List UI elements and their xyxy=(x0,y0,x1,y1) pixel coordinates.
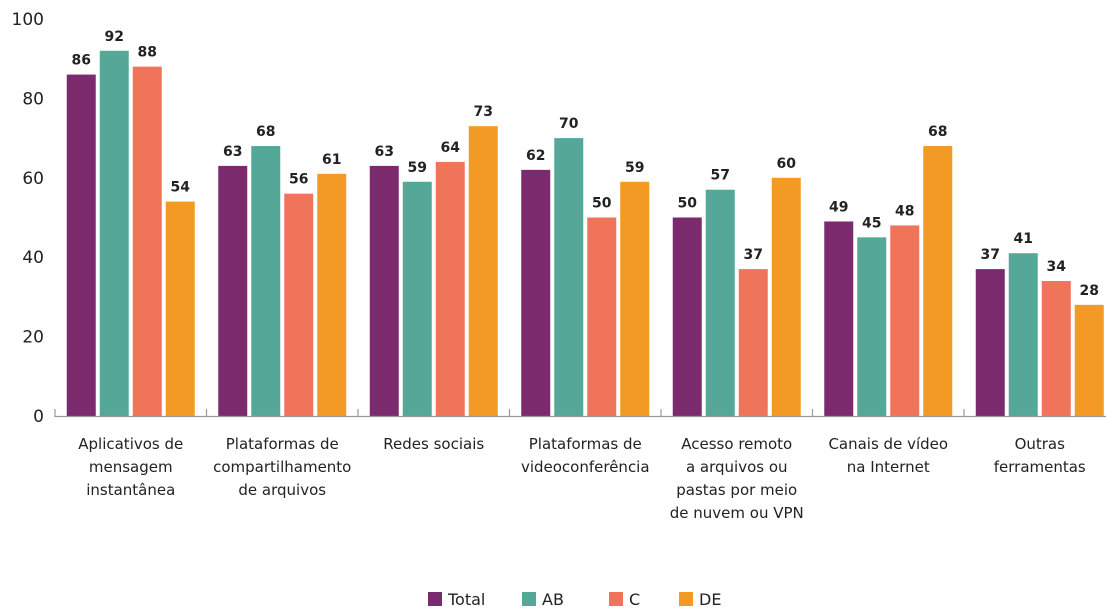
y-tick-label: 40 xyxy=(22,248,44,268)
x-category-label: de nuvem ou VPN xyxy=(670,504,804,522)
value-label: 63 xyxy=(375,144,394,160)
bar-de xyxy=(923,146,953,417)
y-tick-label: 60 xyxy=(22,169,44,189)
value-label: 92 xyxy=(105,29,124,45)
bar-ab xyxy=(705,189,735,416)
value-label: 54 xyxy=(171,180,191,196)
bar-ab xyxy=(1008,253,1038,416)
legend-swatch-total xyxy=(428,592,442,606)
value-label: 48 xyxy=(895,203,914,219)
value-label: 62 xyxy=(526,148,545,164)
value-label: 50 xyxy=(592,196,612,212)
value-label: 64 xyxy=(441,140,461,156)
bar-c xyxy=(587,217,617,416)
bar-total xyxy=(218,165,248,416)
x-category-label: videoconferência xyxy=(521,458,650,476)
bar-c xyxy=(435,161,465,416)
value-label: 57 xyxy=(711,168,730,184)
bar-ab xyxy=(857,237,887,416)
x-category-label: Plataformas de xyxy=(529,435,642,453)
value-label: 49 xyxy=(829,199,848,215)
bar-c xyxy=(132,66,162,416)
x-category-label: ferramentas xyxy=(994,458,1086,476)
bar-de xyxy=(1074,304,1104,416)
legend-label: Total xyxy=(447,590,485,609)
x-category-label: Canais de vídeo xyxy=(828,435,948,453)
bars-group: 86 92 88 54 63 68 56 61 63 59 64 73 62 70 50 59 50 57 37 60… xyxy=(66,29,1104,417)
value-label: 63 xyxy=(223,144,242,160)
bar-total xyxy=(521,169,551,416)
bar-total xyxy=(975,269,1005,416)
bar-de xyxy=(165,201,195,416)
x-category-label: Acesso remoto xyxy=(681,435,792,453)
x-axis: Aplicativos de mensagem instantânea Platafo… xyxy=(54,409,1106,522)
y-tick-label: 20 xyxy=(22,328,44,348)
bar-ab xyxy=(402,181,432,416)
bar-total xyxy=(672,217,702,416)
bar-de xyxy=(468,126,498,416)
value-label: 73 xyxy=(474,104,493,120)
bar-ab xyxy=(554,138,584,416)
value-label: 28 xyxy=(1080,283,1099,299)
value-label: 88 xyxy=(138,45,157,61)
value-label: 37 xyxy=(981,247,1000,263)
value-label: 61 xyxy=(322,152,341,168)
x-category-label: mensagem xyxy=(89,458,173,476)
bar-de xyxy=(771,177,801,416)
x-category-label: Aplicativos de xyxy=(78,435,183,453)
bar-total xyxy=(824,221,854,416)
value-label: 37 xyxy=(744,247,763,263)
x-category-label: instantânea xyxy=(86,481,175,499)
legend-swatch-ab xyxy=(522,592,536,606)
legend-label: C xyxy=(629,590,640,609)
bar-c xyxy=(890,225,920,416)
x-category-label: Plataformas de xyxy=(226,435,339,453)
bar-ab xyxy=(251,146,281,417)
value-label: 45 xyxy=(862,215,881,231)
legend-label: AB xyxy=(542,590,564,609)
bar-total xyxy=(369,165,399,416)
x-category-label: a arquivos ou xyxy=(686,458,788,476)
y-axis: 0 20 40 60 80 100 xyxy=(12,10,44,427)
value-label: 70 xyxy=(559,116,579,132)
value-label: 34 xyxy=(1047,259,1067,275)
x-category-label: Redes sociais xyxy=(383,435,484,453)
x-category-label: de arquivos xyxy=(238,481,326,499)
y-tick-label: 100 xyxy=(12,10,44,30)
value-label: 86 xyxy=(72,53,91,69)
value-label: 41 xyxy=(1014,231,1033,247)
bar-total xyxy=(66,74,96,416)
value-label: 50 xyxy=(678,196,698,212)
legend: Total AB C DE xyxy=(428,590,721,609)
x-category-label: pastas por meio xyxy=(676,481,797,499)
value-label: 60 xyxy=(777,156,797,172)
value-label: 56 xyxy=(289,172,308,188)
value-label: 59 xyxy=(408,160,427,176)
value-label: 68 xyxy=(256,124,275,140)
x-category-label: na Internet xyxy=(847,458,930,476)
legend-swatch-c xyxy=(609,592,623,606)
bar-de xyxy=(620,181,650,416)
bar-ab xyxy=(99,50,129,416)
value-label: 68 xyxy=(928,124,947,140)
x-category-label: compartilhamento xyxy=(213,458,351,476)
y-tick-label: 80 xyxy=(22,89,44,109)
legend-label: DE xyxy=(699,590,721,609)
x-category-label: Outras xyxy=(1015,435,1066,453)
bar-c xyxy=(284,193,314,416)
y-tick-label: 0 xyxy=(33,407,44,427)
bar-c xyxy=(1041,281,1071,416)
legend-swatch-de xyxy=(679,592,693,606)
bar-de xyxy=(317,173,347,416)
value-label: 59 xyxy=(625,160,644,176)
bar-c xyxy=(738,269,768,416)
